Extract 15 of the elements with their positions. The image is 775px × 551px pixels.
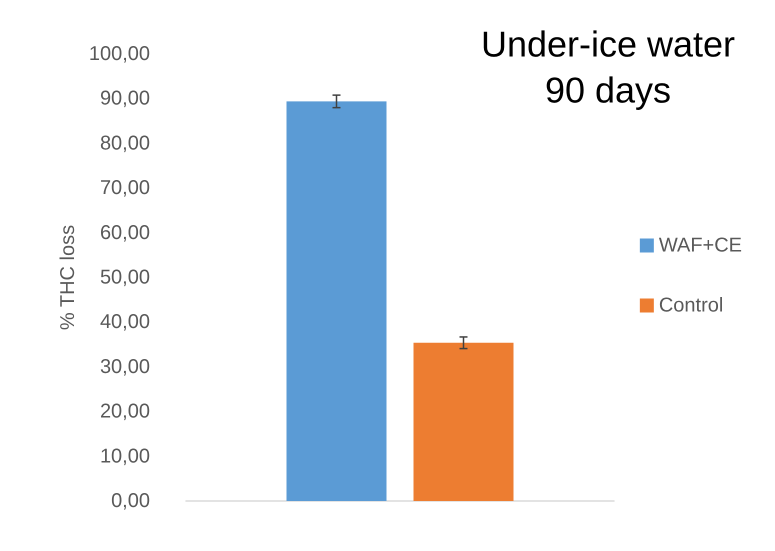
- legend-label: WAF+CE: [658, 234, 742, 256]
- y-tick-label: 20,00: [100, 400, 150, 423]
- y-tick-label: 80,00: [100, 132, 150, 154]
- y-tick-label: 50,00: [100, 266, 150, 288]
- y-tick-label: 100,00: [88, 43, 150, 65]
- y-tick-label: 30,00: [100, 356, 150, 378]
- y-tick-label: 10,00: [100, 445, 150, 468]
- y-tick-label: 90,00: [100, 88, 150, 110]
- y-tick-label: 40,00: [100, 311, 150, 334]
- y-axis-title: % THC loss: [56, 224, 79, 330]
- chart-title: Under-ice water 90 days: [480, 24, 736, 110]
- y-tick-label: 0,00: [111, 490, 150, 512]
- y-tick-label: 70,00: [100, 177, 150, 200]
- y-tick-label: 60,00: [100, 222, 150, 244]
- legend-label: Control: [658, 294, 724, 316]
